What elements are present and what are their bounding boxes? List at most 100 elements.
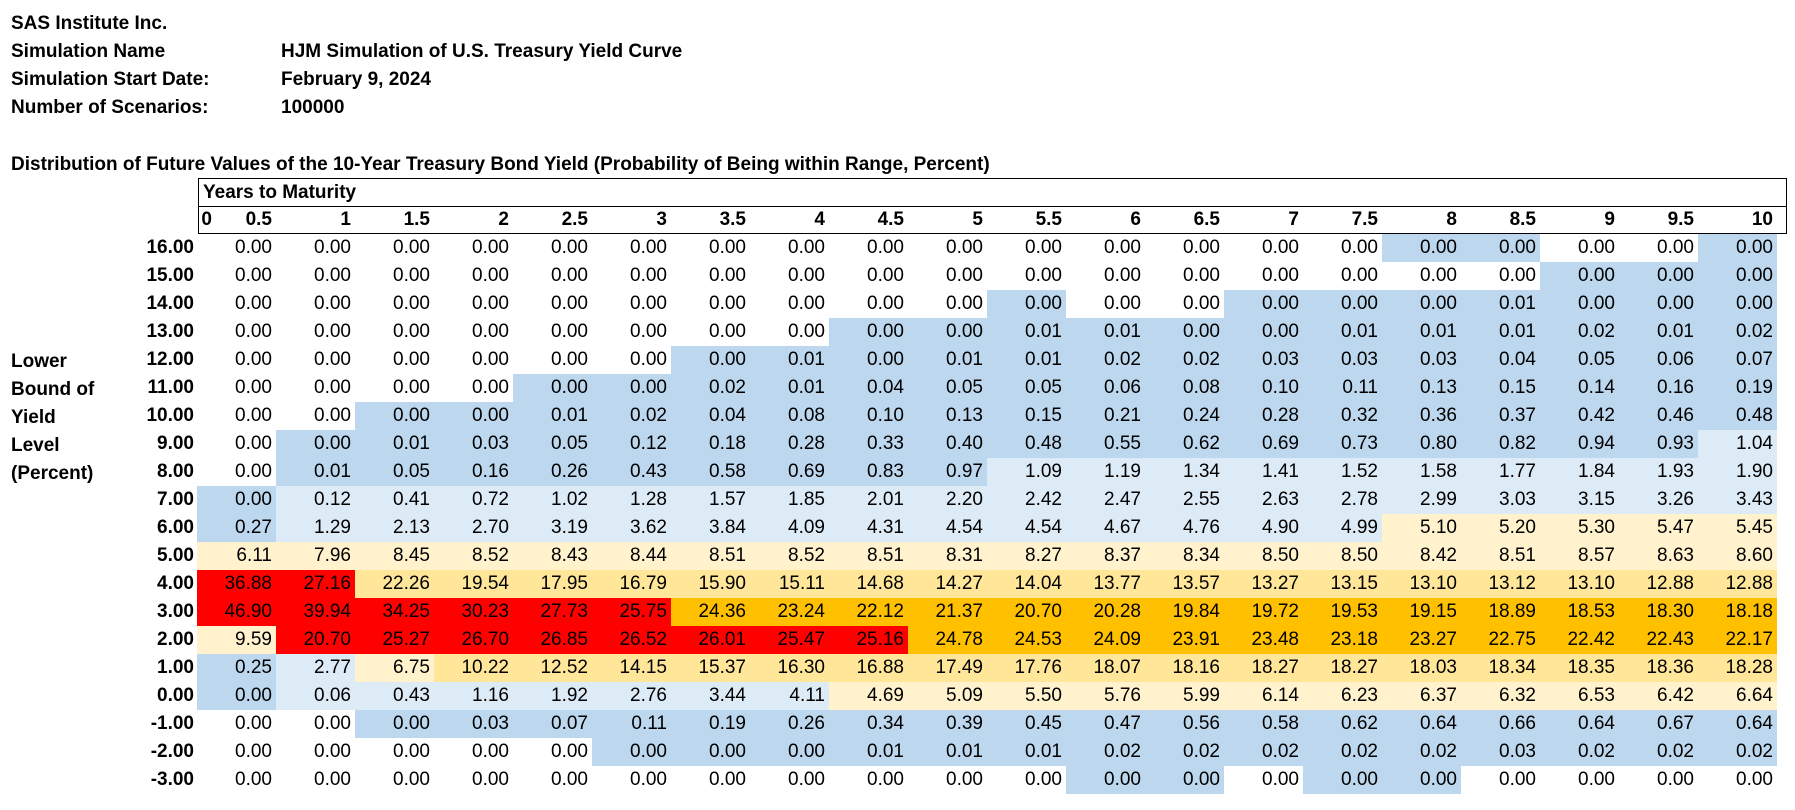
probability-cell: 0.45 [987, 710, 1066, 738]
probability-cell: 0.64 [1698, 710, 1777, 738]
probability-cell: 0.42 [1540, 402, 1619, 430]
probability-cell: 26.70 [434, 626, 513, 654]
probability-cell: 0.00 [1698, 290, 1777, 318]
probability-cell: 0.00 [671, 234, 750, 262]
row-header-lower-bound: 14.00 [146, 293, 194, 314]
row-axis-label-line: Lower [11, 351, 67, 372]
scenarios-label: Number of Scenarios: [11, 97, 209, 118]
probability-cell: 1.85 [750, 486, 829, 514]
probability-cell: 0.72 [434, 486, 513, 514]
probability-cell: 4.67 [1066, 514, 1145, 542]
probability-cell: 0.48 [987, 430, 1066, 458]
probability-cell: 0.00 [1303, 290, 1382, 318]
probability-cell: 0.47 [1066, 710, 1145, 738]
probability-cell: 18.34 [1461, 654, 1540, 682]
probability-cell: 0.00 [1066, 234, 1145, 262]
probability-cell: 4.76 [1145, 514, 1224, 542]
probability-cell: 0.10 [1224, 374, 1303, 402]
probability-cell: 2.70 [434, 514, 513, 542]
probability-cell: 0.08 [750, 402, 829, 430]
probability-cell: 0.00 [434, 290, 513, 318]
probability-cell: 0.00 [197, 374, 276, 402]
probability-cell: 8.42 [1382, 542, 1461, 570]
probability-cell: 1.02 [513, 486, 592, 514]
probability-cell: 0.01 [355, 430, 434, 458]
probability-cell: 0.00 [908, 234, 987, 262]
probability-cell: 0.00 [197, 402, 276, 430]
probability-cell: 8.50 [1224, 542, 1303, 570]
probability-cell: 0.21 [1066, 402, 1145, 430]
probability-cell: 0.00 [1540, 290, 1619, 318]
probability-cell: 8.51 [671, 542, 750, 570]
probability-cell: 0.01 [513, 402, 592, 430]
probability-cell: 1.58 [1382, 458, 1461, 486]
probability-cell: 0.25 [197, 654, 276, 682]
probability-cell: 1.41 [1224, 458, 1303, 486]
probability-cell: 0.00 [1145, 234, 1224, 262]
probability-cell: 5.47 [1619, 514, 1698, 542]
probability-cell: 0.00 [434, 318, 513, 346]
probability-cell: 0.00 [987, 262, 1066, 290]
probability-cell: 0.00 [355, 234, 434, 262]
probability-cell: 12.52 [513, 654, 592, 682]
probability-cell: 0.00 [1540, 234, 1619, 262]
probability-cell: 0.00 [1303, 766, 1382, 794]
start-date-row: Simulation Start Date: February 9, 2024 [11, 66, 682, 94]
probability-cell: 18.28 [1698, 654, 1777, 682]
probability-cell: 36.88 [197, 570, 276, 598]
probability-cell: 8.63 [1619, 542, 1698, 570]
probability-cell: 23.18 [1303, 626, 1382, 654]
distribution-title: Distribution of Future Values of the 10-… [11, 154, 990, 175]
probability-cell: 0.02 [1145, 346, 1224, 374]
probability-cell: 0.00 [1382, 766, 1461, 794]
probability-cell: 0.00 [750, 766, 829, 794]
probability-cell: 14.68 [829, 570, 908, 598]
probability-cell: 15.37 [671, 654, 750, 682]
probability-cell: 13.10 [1382, 570, 1461, 598]
probability-cell: 0.01 [750, 374, 829, 402]
row-header-lower-bound: 7.00 [157, 489, 194, 510]
probability-cell: 3.03 [1461, 486, 1540, 514]
probability-cell: 1.29 [276, 514, 355, 542]
probability-cell: 22.12 [829, 598, 908, 626]
column-header-box: Years to Maturity [198, 178, 1787, 234]
probability-cell: 6.23 [1303, 682, 1382, 710]
probability-cell: 0.00 [1619, 234, 1698, 262]
probability-cell: 2.78 [1303, 486, 1382, 514]
probability-cell: 0.00 [197, 682, 276, 710]
probability-cell: 2.77 [276, 654, 355, 682]
probability-cell: 0.00 [1224, 318, 1303, 346]
probability-cell: 0.00 [197, 486, 276, 514]
probability-cell: 14.04 [987, 570, 1066, 598]
probability-cell: 6.53 [1540, 682, 1619, 710]
probability-cell: 0.00 [829, 262, 908, 290]
probability-cell: 23.24 [750, 598, 829, 626]
probability-cell: 0.26 [513, 458, 592, 486]
probability-cell: 0.67 [1619, 710, 1698, 738]
probability-cell: 19.15 [1382, 598, 1461, 626]
probability-cell: 0.00 [908, 262, 987, 290]
scenarios-value: 100000 [281, 97, 345, 118]
probability-cell: 0.00 [671, 318, 750, 346]
probability-cell: 0.00 [434, 346, 513, 374]
probability-cell: 0.69 [750, 458, 829, 486]
probability-cell: 18.03 [1382, 654, 1461, 682]
probability-cell: 0.13 [908, 402, 987, 430]
probability-cell: 0.00 [1224, 262, 1303, 290]
probability-cell: 0.03 [434, 430, 513, 458]
probability-cell: 0.02 [1145, 738, 1224, 766]
probability-cell: 0.00 [592, 346, 671, 374]
probability-cell: 4.54 [987, 514, 1066, 542]
probability-cell: 0.00 [592, 738, 671, 766]
probability-cell: 7.96 [276, 542, 355, 570]
probability-cell: 8.60 [1698, 542, 1777, 570]
probability-cell: 2.63 [1224, 486, 1303, 514]
column-header-maturity: 7 [1288, 209, 1299, 230]
probability-cell: 8.51 [1461, 542, 1540, 570]
probability-cell: 5.09 [908, 682, 987, 710]
probability-cell: 0.55 [1066, 430, 1145, 458]
probability-cell: 0.83 [829, 458, 908, 486]
row-header-lower-bound: 5.00 [157, 545, 194, 566]
column-header-maturity: 9.5 [1667, 209, 1694, 230]
probability-cell: 0.01 [276, 458, 355, 486]
